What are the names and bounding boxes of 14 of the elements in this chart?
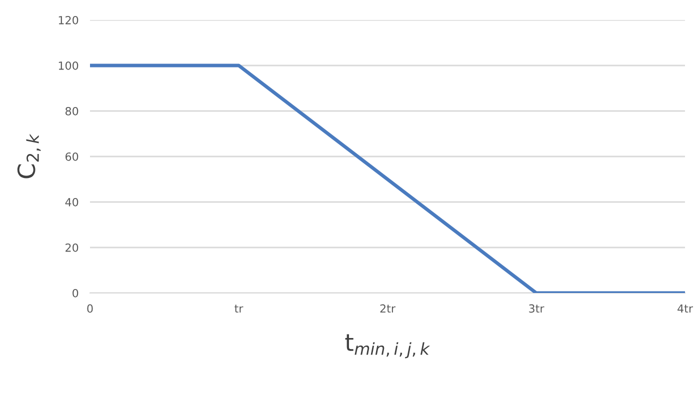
y-tick-label: 80 [66,106,78,116]
x-tick-label: tr [234,304,244,313]
y-tick-label: 20 [66,243,78,252]
x-tick-label: 2tr [380,304,396,313]
y-tick-label: 120 [58,16,78,24]
x-tick-label: 4tr [678,304,693,313]
x-axis-title: t$_{min,i,j,k}$ [345,334,430,358]
x-tick-label: 3tr [529,304,544,313]
y-axis-title: C$_{2,k}$ [17,134,41,178]
y-tick-label: 100 [58,61,78,70]
y-tick-label: 60 [66,152,78,161]
x-tick-label: 0 [87,304,93,313]
y-tick-label: 0 [72,288,78,298]
y-tick-label: 40 [65,198,78,206]
